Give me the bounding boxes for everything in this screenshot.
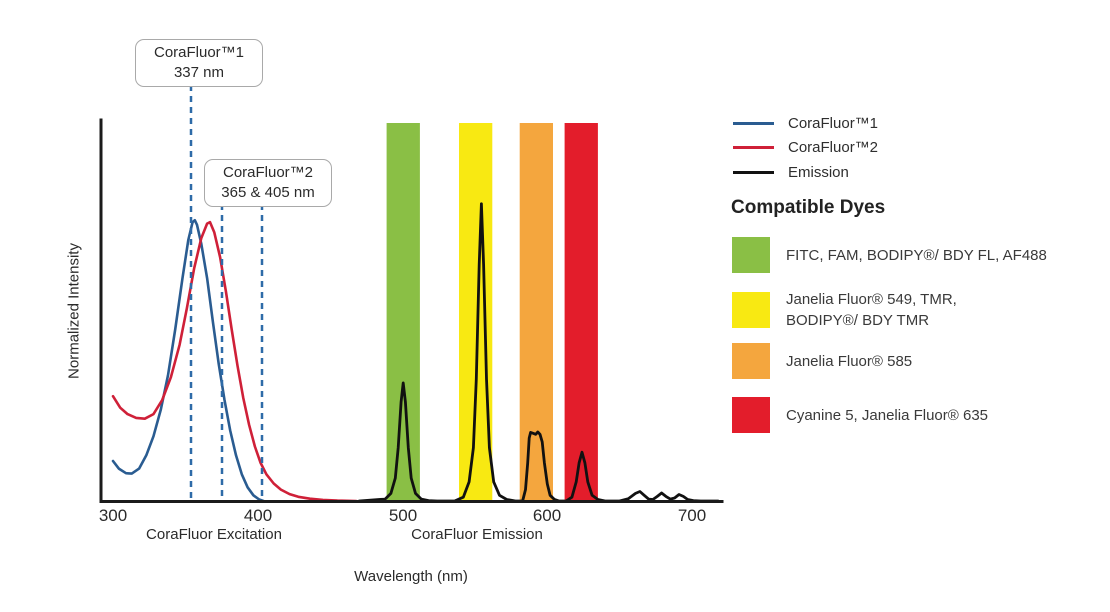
callout-corafluor1-name: CoraFluor™1 (153, 44, 245, 61)
callout-corafluor1-wavelength: 337 nm (173, 64, 225, 81)
legend-item-emission: Emission (733, 163, 849, 181)
x-tick-600: 600 (532, 506, 562, 525)
yellow-dye-swatch (732, 292, 770, 328)
curve-1 (111, 220, 358, 503)
green-dye-label: FITC, FAM, BODIPY®/ BDY FL, AF488 (786, 246, 1047, 264)
x-tick-300: 300 (98, 506, 128, 525)
legend-item-corafluor2: CoraFluor™2 (733, 138, 879, 156)
compatible-dyes-heading: Compatible Dyes (731, 197, 886, 218)
dye-row-orange: Janelia Fluor® 585 (732, 343, 912, 379)
red-dye-swatch (732, 397, 770, 433)
legend-label-corafluor2: CoraFluor™2 (788, 138, 879, 156)
emission-line-swatch (733, 170, 774, 174)
yellow-dye-label-line2: BODIPY®/ BDY TMR (786, 312, 930, 329)
dye-row-red: Cyanine 5, Janelia Fluor® 635 (732, 397, 988, 433)
x-tick-500: 500 (388, 506, 418, 525)
red-band-bar (564, 123, 598, 501)
y-axis-label: Normalized Intensity (65, 243, 83, 379)
axis-lines (99, 118, 724, 503)
corafluor1-line-swatch (733, 121, 774, 125)
callout-corafluor2: CoraFluor™2 365 & 405 nm (204, 159, 332, 207)
red-dye-label: Cyanine 5, Janelia Fluor® 635 (786, 406, 989, 424)
corafluor2-line-swatch (733, 145, 774, 149)
callout-corafluor1: CoraFluor™1 337 nm (135, 39, 263, 87)
laser-dashed-lines (189, 85, 264, 499)
callout-corafluor2-wavelength: 365 & 405 nm (221, 184, 315, 201)
callout-corafluor2-name: CoraFluor™2 (222, 164, 314, 181)
yellow-band-bar (459, 123, 493, 501)
dye-row-green: FITC, FAM, BODIPY®/ BDY FL, AF488 (732, 237, 1047, 273)
dye-row-yellow: Janelia Fluor® 549, TMR, BODIPY®/ BDY TM… (732, 291, 957, 329)
yellow-dye-label-line1: Janelia Fluor® 549, TMR, (786, 291, 957, 308)
green-band-bar (386, 123, 420, 501)
green-dye-swatch (732, 237, 770, 273)
x-tick-700: 700 (677, 506, 707, 525)
x-tick-400: 400 (243, 506, 273, 525)
excitation-caption: CoraFluor Excitation (146, 526, 282, 543)
orange-dye-label: Janelia Fluor® 585 (786, 352, 913, 370)
legend-item-corafluor1: CoraFluor™1 (733, 114, 879, 132)
emission-caption: CoraFluor Emission (411, 526, 543, 543)
orange-dye-swatch (732, 343, 770, 379)
legend-label-emission: Emission (788, 163, 849, 181)
orange-band-bar (519, 123, 553, 501)
curve-0 (111, 218, 265, 503)
x-axis-label: Wavelength (nm) (354, 568, 468, 585)
dye-band-bars (386, 123, 598, 501)
legend-label-corafluor1: CoraFluor™1 (788, 114, 879, 132)
